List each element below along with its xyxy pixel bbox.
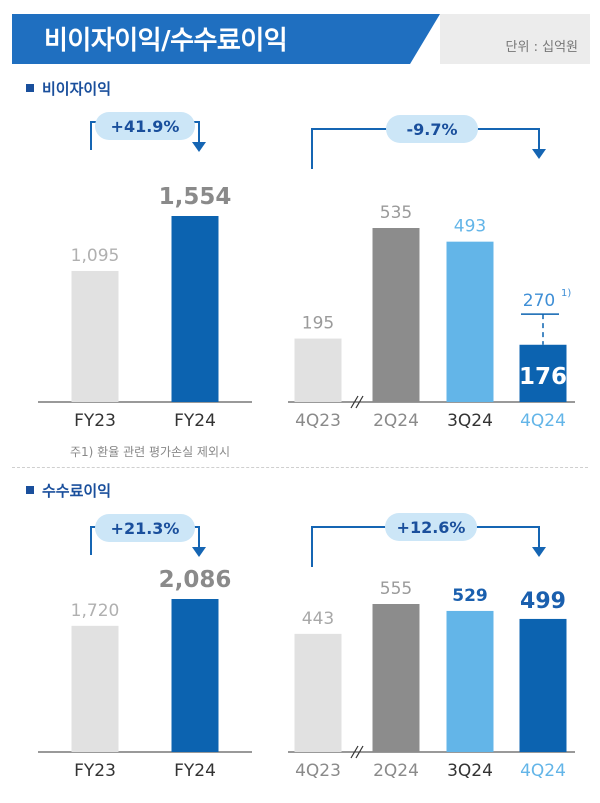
- arrow-down-icon: [192, 142, 206, 152]
- data-label: 1,095: [71, 246, 120, 266]
- data-label: 535: [380, 203, 412, 223]
- data-label: 2,086: [159, 567, 232, 593]
- data-label: 555: [380, 579, 412, 599]
- growth-pill: [386, 115, 478, 143]
- tick-label: 3Q24: [447, 411, 493, 431]
- growth-pill: [95, 112, 195, 140]
- bar: [294, 633, 342, 752]
- tick-label: 4Q23: [295, 761, 341, 781]
- data-label: 443: [302, 609, 334, 629]
- growth-label: +41.9%: [111, 117, 180, 136]
- adjusted-value-label: 270: [523, 291, 555, 311]
- section-title-non-interest: 비이자이익: [26, 78, 111, 99]
- header-title-bar: [12, 14, 440, 64]
- data-label: 176: [519, 364, 567, 390]
- growth-label: +21.3%: [111, 519, 180, 538]
- growth-label: +12.6%: [397, 518, 466, 537]
- arrow-down-icon: [192, 547, 206, 557]
- bar: [519, 344, 567, 402]
- section-title-text: 수수료이익: [42, 482, 112, 500]
- bar: [372, 228, 420, 402]
- bar: [294, 338, 342, 402]
- tick-label: 4Q24: [520, 761, 566, 781]
- data-label: 1,554: [159, 184, 232, 210]
- bar: [446, 241, 494, 402]
- footnote: 주1) 환율 관련 평가손실 제외시: [70, 445, 231, 459]
- page-title: 비이자이익/수수료이익: [44, 26, 288, 56]
- arrow-down-icon: [532, 547, 546, 557]
- bar: [171, 599, 219, 752]
- axis-break-mark: [350, 395, 359, 409]
- bar: [446, 610, 494, 752]
- square-bullet-icon: [26, 84, 34, 92]
- data-label: 1,720: [71, 601, 120, 621]
- growth-label: -9.7%: [406, 120, 457, 139]
- bar: [71, 270, 119, 402]
- header-unit-panel: [440, 14, 590, 64]
- square-bullet-icon: [26, 486, 34, 494]
- tick-label: 4Q24: [520, 411, 566, 431]
- bar: [71, 625, 119, 752]
- growth-pill: [385, 513, 477, 541]
- arrow-down-icon: [532, 149, 546, 159]
- data-label: 499: [520, 589, 566, 614]
- tick-label: FY24: [174, 761, 216, 781]
- header: 비이자이익/수수료이익 단위 : 십억원: [0, 0, 600, 72]
- data-label: 195: [302, 314, 334, 334]
- unit-label: 단위 : 십억원: [505, 40, 578, 55]
- section-title-fee: 수수료이익: [26, 480, 111, 501]
- section-title-text: 비이자이익: [42, 80, 112, 98]
- bar: [372, 604, 420, 752]
- data-label: 529: [452, 586, 488, 606]
- axis-break-mark: [350, 745, 359, 759]
- tick-label: FY23: [74, 411, 116, 431]
- tick-label: FY23: [74, 761, 116, 781]
- tick-label: 2Q24: [373, 761, 419, 781]
- axis-break-mark: [355, 745, 364, 759]
- footnote-marker: 1): [561, 288, 571, 299]
- tick-label: 2Q24: [373, 411, 419, 431]
- bar: [171, 216, 219, 402]
- tick-label: 3Q24: [447, 761, 493, 781]
- section-divider: [12, 467, 588, 468]
- tick-label: 4Q23: [295, 411, 341, 431]
- growth-pill: [95, 514, 195, 542]
- tick-label: FY24: [174, 411, 216, 431]
- axis-break-mark: [355, 395, 364, 409]
- data-label: 493: [454, 217, 486, 237]
- bar: [519, 618, 567, 752]
